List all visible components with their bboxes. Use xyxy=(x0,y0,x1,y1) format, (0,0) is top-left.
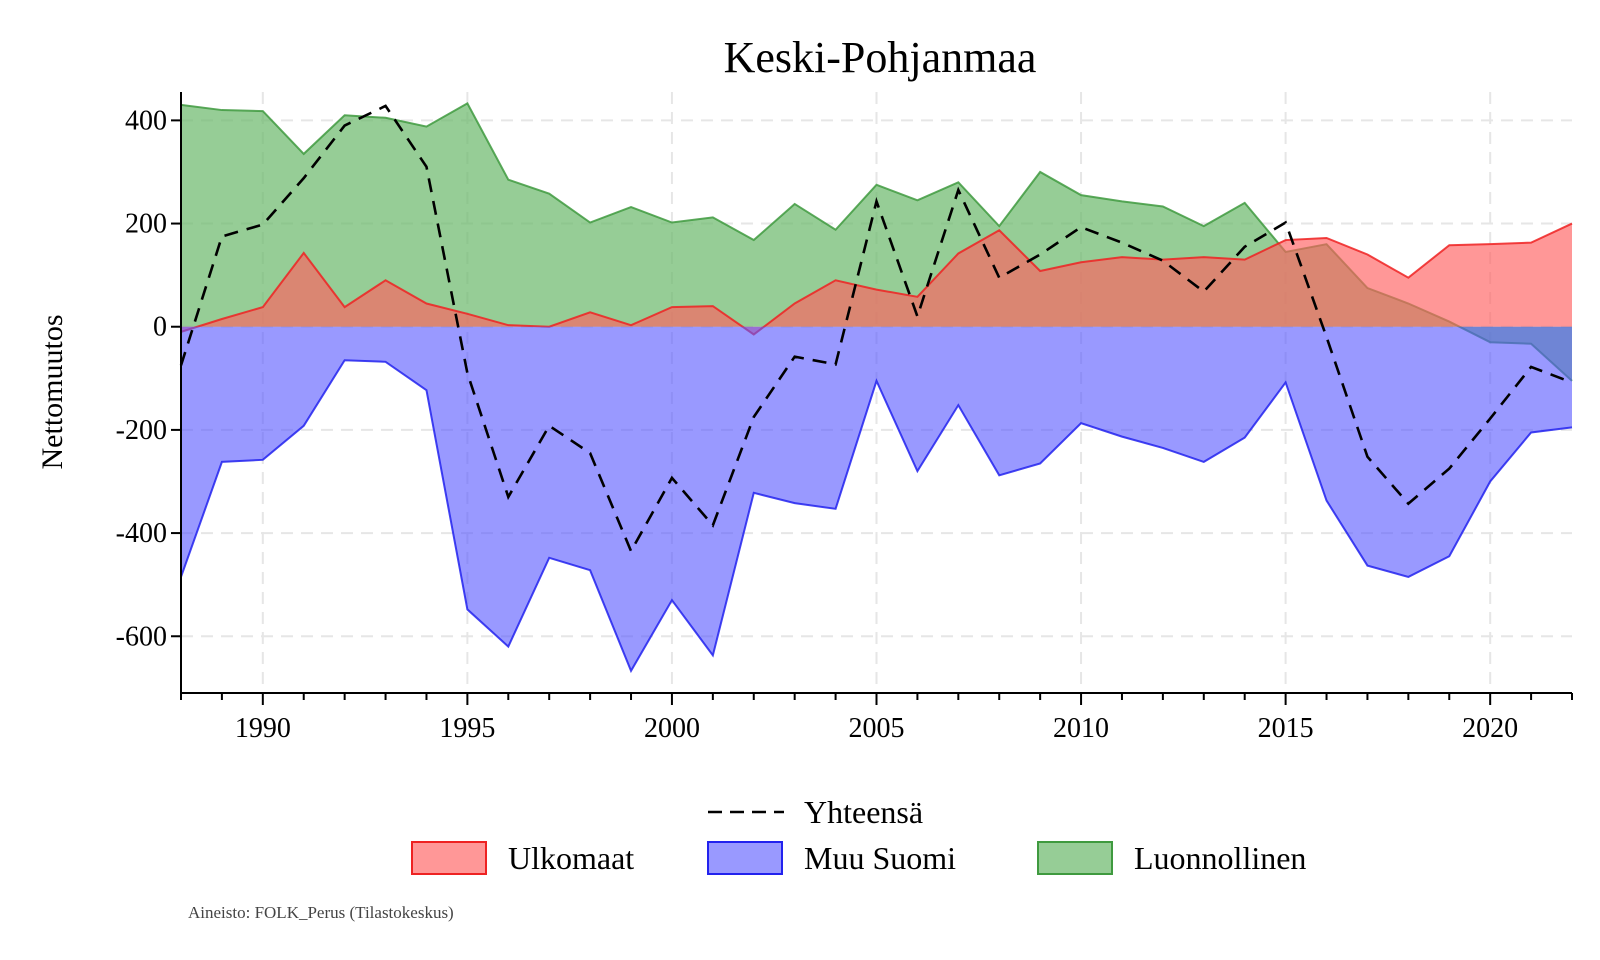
area-layer xyxy=(180,101,1573,674)
legend-item-yhteensa: Yhteensä xyxy=(708,794,923,830)
line-yhteensa xyxy=(179,104,1573,555)
y-tick-label: -400 xyxy=(116,518,167,549)
legend-item-ulkomaat: Ulkomaat xyxy=(411,840,634,876)
area-edge-muu-suomi xyxy=(180,359,1573,674)
area-ulkomaat xyxy=(181,223,1572,335)
legend-label-luonnollinen: Luonnollinen xyxy=(1134,840,1306,876)
line-layer xyxy=(179,104,1573,555)
legend-label-muu-suomi: Muu Suomi xyxy=(804,840,956,876)
legend-swatch-ulkomaat xyxy=(411,841,487,875)
x-tick-label: 2000 xyxy=(644,713,700,744)
legend-swatch-luonnollinen xyxy=(1037,841,1113,875)
area-muu-suomi xyxy=(181,326,1572,671)
y-tick-label: -200 xyxy=(116,415,167,446)
x-tick-label: 2010 xyxy=(1053,713,1109,744)
legend-item-luonnollinen: Luonnollinen xyxy=(1037,840,1306,876)
legend-label-yhteensa: Yhteensä xyxy=(804,794,923,830)
legend-swatch-muu-suomi xyxy=(707,841,783,875)
x-tick-label: 1995 xyxy=(439,713,495,744)
area-edge-ulkomaat xyxy=(180,222,1573,336)
x-tick-label: 2005 xyxy=(849,713,905,744)
y-tick-label: 400 xyxy=(125,105,167,136)
y-tick-label: 0 xyxy=(153,312,167,343)
x-tick-label: 1990 xyxy=(235,713,291,744)
legend: Yhteensä Ulkomaat Muu Suomi Luonnollinen xyxy=(411,794,1306,876)
legend-label-ulkomaat: Ulkomaat xyxy=(508,840,634,876)
y-axis-label: Nettomuutos xyxy=(36,315,69,470)
chart-title: Keski-Pohjanmaa xyxy=(724,33,1037,82)
x-tick-label: 2020 xyxy=(1462,713,1518,744)
y-tick-label: -600 xyxy=(116,621,167,652)
source-note: Aineisto: FOLK_Perus (Tilastokeskus) xyxy=(188,903,454,922)
x-tick-label: 2015 xyxy=(1258,713,1314,744)
legend-item-muu-suomi: Muu Suomi xyxy=(707,840,956,876)
y-tick-label: 200 xyxy=(125,209,167,240)
